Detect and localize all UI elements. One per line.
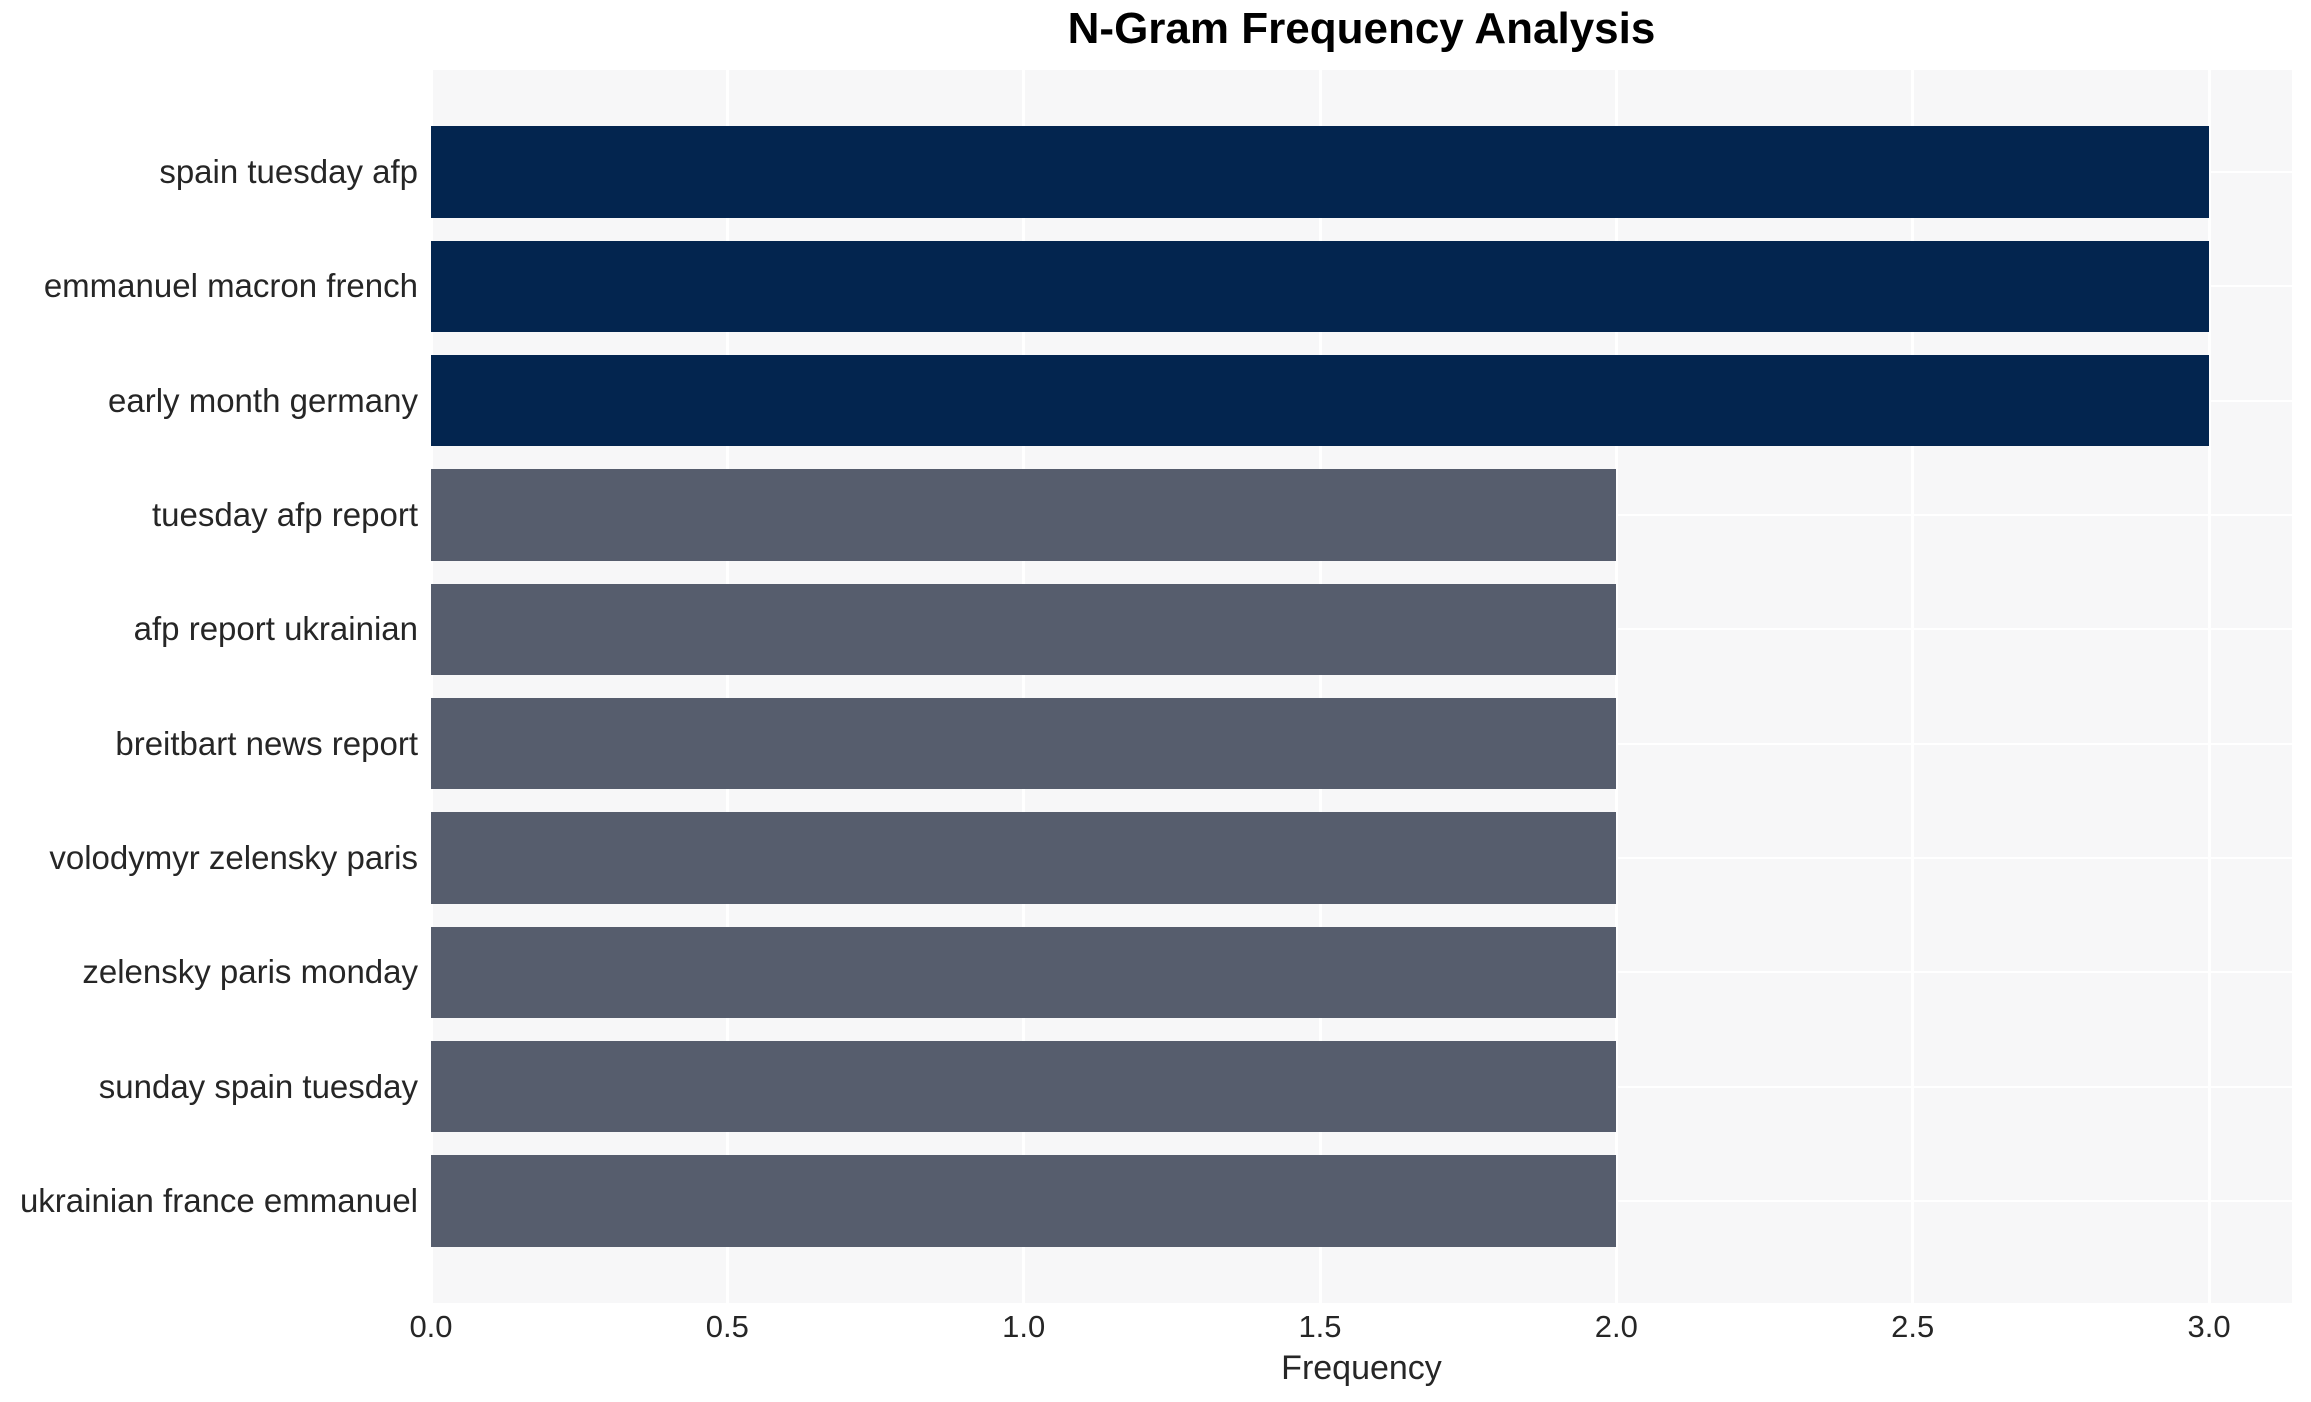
- x-tick-label: 2.5: [1891, 1309, 1935, 1344]
- x-axis-title: Frequency: [1281, 1349, 1442, 1387]
- x-tick-label: 3.0: [2187, 1309, 2231, 1344]
- x-gridline: [429, 70, 433, 1303]
- bar: [431, 355, 2210, 447]
- bar: [431, 1155, 1617, 1247]
- x-tick-label: 1.5: [1298, 1309, 1342, 1344]
- y-axis-labels: spain tuesday afp emmanuel macron french e…: [0, 70, 418, 1303]
- y-axis-label: breitbart news report: [115, 724, 418, 762]
- bar: [431, 240, 2210, 333]
- bar: [431, 812, 1617, 904]
- bar: [431, 469, 1617, 561]
- bar: [431, 926, 1617, 1018]
- x-axis-ticks: 0.0 0.5 1.0 1.5 2.0 2.5 3.0: [409, 1309, 2292, 1349]
- y-axis-label: volodymyr zelensky paris: [49, 838, 418, 876]
- chart-title: N-Gram Frequency Analysis: [1067, 4, 1656, 53]
- x-tick-label: 0.0: [409, 1309, 453, 1344]
- bar: [431, 126, 2210, 218]
- x-gridline: [725, 70, 729, 1303]
- bar: [431, 1040, 1617, 1133]
- x-gridline: [1911, 70, 1915, 1303]
- x-tick-label: 2.0: [1594, 1309, 1638, 1344]
- y-axis-label: tuesday afp report: [152, 496, 418, 534]
- x-tick-label: 0.5: [705, 1309, 749, 1344]
- bar: [431, 583, 1617, 676]
- y-axis-label: ukrainian france emmanuel: [19, 1181, 418, 1219]
- bar: [431, 697, 1617, 790]
- x-tick-label: 1.0: [1002, 1309, 1046, 1344]
- y-axis-label: zelensky paris monday: [82, 953, 418, 991]
- x-gridline: [2207, 70, 2211, 1303]
- y-axis-label: emmanuel macron french: [43, 267, 418, 305]
- plot-area: [429, 70, 2292, 1303]
- y-axis-label: afp report ukrainian: [133, 610, 418, 648]
- y-axis-label: early month germany: [108, 381, 418, 419]
- x-gridline: [1318, 70, 1322, 1303]
- y-axis-label: sunday spain tuesday: [98, 1067, 418, 1105]
- x-gridline: [1022, 70, 1026, 1303]
- y-axis-label: spain tuesday afp: [159, 153, 418, 191]
- x-gridline: [1614, 70, 1618, 1303]
